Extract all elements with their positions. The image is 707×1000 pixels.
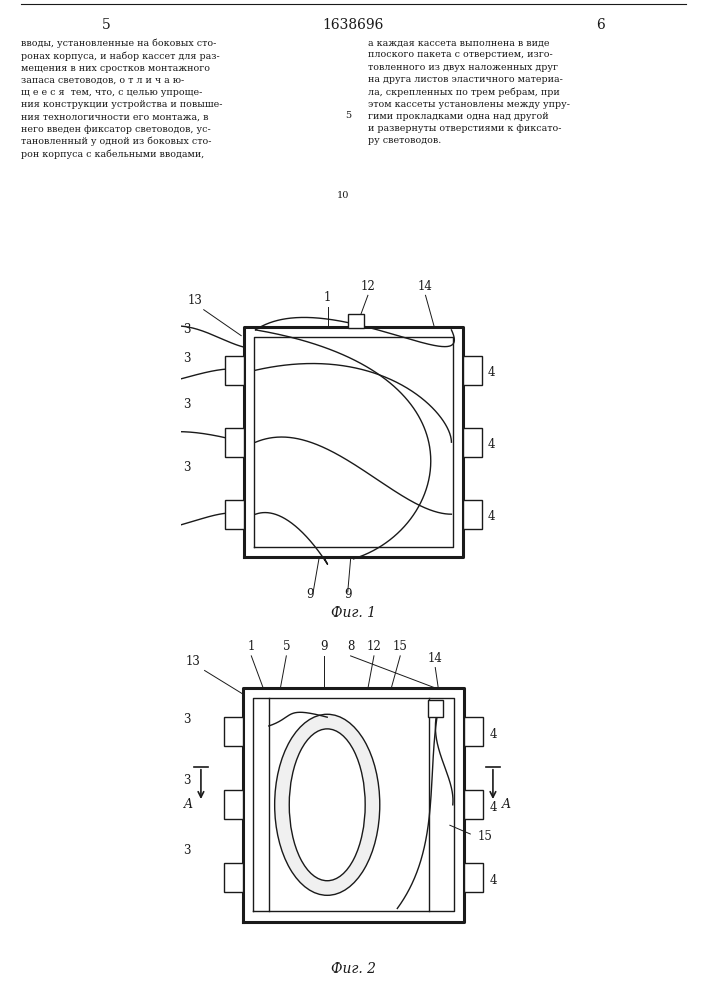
Bar [223,790,243,819]
Bar [463,500,481,529]
Text: а каждая кассета выполнена в виде
плоского пакета с отверстием, изго-
товленного: а каждая кассета выполнена в виде плоско… [368,38,570,145]
Bar [223,863,243,892]
Bar [464,863,484,892]
Text: Фиг. 1: Фиг. 1 [331,606,376,620]
Text: A: A [184,798,193,811]
Text: 4: 4 [490,874,498,887]
Bar [348,314,363,328]
Bar [226,500,244,529]
Bar [464,717,484,746]
Bar [223,717,243,746]
Text: 3: 3 [182,398,190,411]
Text: 5: 5 [345,111,351,120]
Text: вводы, установленные на боковых сто-
ронах корпуса, и набор кассет для раз-
меще: вводы, установленные на боковых сто- рон… [21,38,223,159]
Text: 3: 3 [182,323,190,336]
Text: 9: 9 [320,640,328,653]
Text: 5: 5 [283,640,290,653]
Text: 12: 12 [366,640,381,653]
Text: 4: 4 [488,366,496,379]
Ellipse shape [289,729,366,881]
Text: 5: 5 [102,18,110,32]
Bar [464,790,484,819]
Text: 3: 3 [182,352,190,365]
Bar [226,356,244,385]
Text: 1638696: 1638696 [323,18,384,32]
Ellipse shape [274,714,380,895]
Text: 6: 6 [597,18,605,32]
Bar [226,428,244,457]
Text: 13: 13 [187,294,202,307]
Text: 3: 3 [183,774,191,787]
Text: 4: 4 [490,728,498,741]
Text: 15: 15 [393,640,408,653]
Text: 12: 12 [361,280,375,293]
Text: 8: 8 [347,640,354,653]
Text: 4: 4 [488,438,496,451]
Text: 3: 3 [183,713,191,726]
Text: 13: 13 [185,655,200,668]
Text: 3: 3 [183,844,191,857]
Text: 10: 10 [337,191,349,200]
Text: 4: 4 [490,801,498,814]
Text: A: A [503,798,511,811]
Text: 14: 14 [418,280,433,293]
Text: 1: 1 [324,291,332,304]
Text: 15: 15 [477,830,492,843]
Text: 3: 3 [182,461,190,474]
Text: Фиг. 2: Фиг. 2 [331,962,376,976]
Text: 14: 14 [428,652,443,665]
Text: 9: 9 [344,588,351,601]
Text: 1: 1 [247,640,255,653]
Bar [463,428,481,457]
Text: 4: 4 [488,510,496,523]
Bar [463,356,481,385]
Bar [428,700,443,717]
Text: 9: 9 [307,588,314,601]
